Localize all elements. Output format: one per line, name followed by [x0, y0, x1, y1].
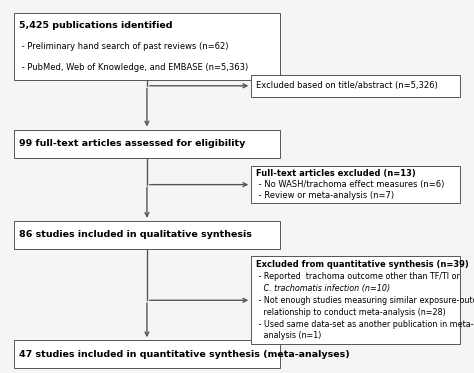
- Text: Excluded based on title/abstract (n=5,326): Excluded based on title/abstract (n=5,32…: [256, 81, 438, 90]
- FancyBboxPatch shape: [251, 166, 460, 203]
- FancyBboxPatch shape: [14, 340, 280, 369]
- Text: Full-text articles excluded (n=13): Full-text articles excluded (n=13): [256, 169, 416, 178]
- Text: 99 full-text articles assessed for eligibility: 99 full-text articles assessed for eligi…: [19, 139, 246, 148]
- Text: Excluded from quantitative synthesis (n=39): Excluded from quantitative synthesis (n=…: [256, 260, 469, 269]
- Text: - Used same data-set as another publication in meta-: - Used same data-set as another publicat…: [256, 320, 474, 329]
- Text: relationship to conduct meta-analysis (n=28): relationship to conduct meta-analysis (n…: [256, 308, 446, 317]
- Text: 86 studies included in qualitative synthesis: 86 studies included in qualitative synth…: [19, 231, 252, 239]
- Text: C. trachomatis infection (n=10): C. trachomatis infection (n=10): [256, 284, 390, 293]
- FancyBboxPatch shape: [14, 221, 280, 249]
- Text: - Not enough studies measuring similar exposure-outcome: - Not enough studies measuring similar e…: [256, 296, 474, 305]
- Text: - Preliminary hand search of past reviews (n=62): - Preliminary hand search of past review…: [19, 42, 228, 51]
- Text: 47 studies included in quantitative synthesis (meta-analyses): 47 studies included in quantitative synt…: [19, 350, 350, 359]
- FancyBboxPatch shape: [14, 130, 280, 157]
- FancyBboxPatch shape: [14, 13, 280, 80]
- Text: - PubMed, Web of Knowledge, and EMBASE (n=5,363): - PubMed, Web of Knowledge, and EMBASE (…: [19, 63, 248, 72]
- Text: 5,425 publications identified: 5,425 publications identified: [19, 21, 173, 30]
- FancyBboxPatch shape: [251, 75, 460, 97]
- Text: - No WASH/trachoma effect measures (n=6): - No WASH/trachoma effect measures (n=6): [256, 180, 444, 189]
- FancyBboxPatch shape: [251, 257, 460, 344]
- Text: analysis (n=1): analysis (n=1): [256, 332, 321, 341]
- Text: - Reported  trachoma outcome other than TF/TI or: - Reported trachoma outcome other than T…: [256, 272, 460, 281]
- Text: - Review or meta-analysis (n=7): - Review or meta-analysis (n=7): [256, 191, 394, 200]
